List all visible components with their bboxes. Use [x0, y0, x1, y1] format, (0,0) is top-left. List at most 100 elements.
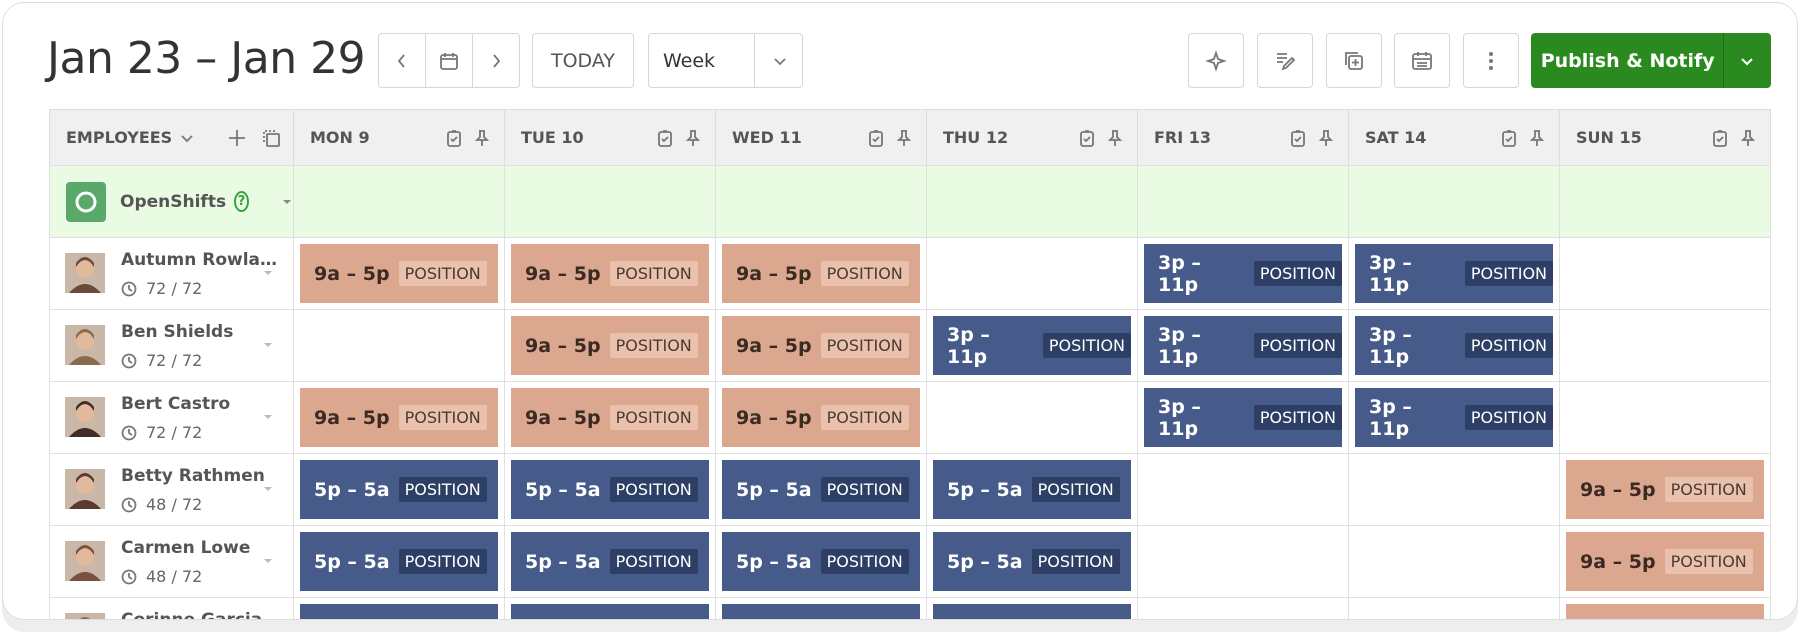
shift-time: 9a – 5p: [525, 262, 601, 285]
day-cell: 9a – 5p POSITION: [715, 237, 927, 310]
day-cell: 5p – 5a POSITION: [926, 453, 1138, 526]
today-button[interactable]: TODAY: [532, 33, 634, 88]
shift-block[interactable]: 9a – 5p POSITION: [722, 388, 920, 447]
employees-label: EMPLOYEES: [66, 128, 173, 147]
icon: [121, 353, 137, 369]
shift-block[interactable]: [933, 604, 1131, 619]
shift-time: 5p – 5a: [314, 478, 390, 501]
icon: [262, 555, 274, 567]
shift-block[interactable]: 5p – 5a POSITION: [722, 532, 920, 591]
day-cell: [926, 597, 1138, 619]
icon: [1105, 128, 1125, 148]
shift-block[interactable]: 3p – 11p POSITION: [933, 316, 1131, 375]
day-label: SUN 15: [1576, 128, 1642, 147]
shift-block[interactable]: 5p – 5a POSITION: [300, 532, 498, 591]
position-tag: POSITION: [398, 477, 487, 502]
publish-dropdown[interactable]: [1723, 33, 1770, 88]
day-header: SUN 15: [1559, 109, 1771, 166]
shift-block[interactable]: 3p – 11p POSITION: [1144, 244, 1342, 303]
shift-block[interactable]: 9a – 5p POSITION: [1566, 532, 1764, 591]
icon: [260, 127, 282, 149]
shift-block[interactable]: 9a – 5p POSITION: [511, 244, 709, 303]
shift-block[interactable]: 9a – 5p POSITION: [300, 244, 498, 303]
day-header: SAT 14: [1348, 109, 1560, 166]
employee-name: Bert Castro: [121, 394, 231, 414]
view-label: Week: [663, 49, 716, 72]
open-shift-slot: [293, 165, 505, 238]
shift-block[interactable]: 9a – 5p POSITION: [511, 388, 709, 447]
employee-hours: 72 / 72: [146, 279, 203, 298]
shift-block[interactable]: 9a – 5p POSITION: [511, 316, 709, 375]
shift-block[interactable]: [300, 604, 498, 619]
day-cell: 9a – 5p POSITION: [1559, 525, 1771, 598]
shift-block[interactable]: 5p – 5a POSITION: [933, 460, 1131, 519]
day-cell: 5p – 5a POSITION: [715, 525, 927, 598]
schedule-button[interactable]: [1394, 33, 1450, 88]
shift-block[interactable]: 9a – 5p POSITION: [1566, 460, 1764, 519]
shift-time: 9a – 5p: [314, 406, 390, 429]
view-dropdown[interactable]: [754, 34, 804, 87]
day-cell: 3p – 11p POSITION: [1348, 237, 1560, 310]
day-label: THU 12: [943, 128, 1009, 147]
shift-block[interactable]: 9a – 5p POSITION: [722, 316, 920, 375]
shift-time: 9a – 5p: [736, 334, 812, 357]
icon: [472, 128, 492, 148]
position-tag: POSITION: [398, 405, 487, 430]
icon: [121, 281, 137, 297]
shift-block[interactable]: [511, 604, 709, 619]
shift-block[interactable]: 9a – 5p POSITION: [722, 244, 920, 303]
open-shift-slot: [1137, 165, 1349, 238]
edit-button[interactable]: [1257, 33, 1313, 88]
shift-block[interactable]: 3p – 11p POSITION: [1355, 316, 1553, 375]
employee-hours: 72 / 72: [146, 351, 203, 370]
day-cell: 5p – 5a POSITION: [293, 453, 505, 526]
calendar-button[interactable]: [425, 33, 473, 88]
day-cell: 9a – 5p POSITION: [715, 381, 927, 454]
shift-time: 5p – 5a: [947, 478, 1023, 501]
shift-block[interactable]: [1566, 604, 1764, 619]
view-select[interactable]: Week: [648, 33, 803, 88]
employee-hours: 48 / 72: [146, 567, 203, 586]
shift-block[interactable]: 3p – 11p POSITION: [1355, 244, 1553, 303]
employee-hours: 72 / 72: [146, 423, 203, 442]
shift-block[interactable]: 5p – 5a POSITION: [511, 460, 709, 519]
position-tag: POSITION: [609, 477, 698, 502]
ai-button[interactable]: [1188, 33, 1244, 88]
icon: [65, 325, 105, 365]
day-cell: 9a – 5p POSITION: [293, 381, 505, 454]
copy-button[interactable]: [1326, 33, 1382, 88]
day-cell: 9a – 5p POSITION: [1559, 453, 1771, 526]
shift-block[interactable]: 3p – 11p POSITION: [1144, 388, 1342, 447]
shift-block[interactable]: 5p – 5a POSITION: [511, 532, 709, 591]
position-tag: POSITION: [820, 333, 909, 358]
day-cell: 5p – 5a POSITION: [504, 453, 716, 526]
shift-block[interactable]: 5p – 5a POSITION: [300, 460, 498, 519]
icon: [1316, 128, 1336, 148]
day-cell: 9a – 5p POSITION: [504, 309, 716, 382]
icon: [281, 196, 293, 208]
icon: [121, 425, 137, 441]
day-cell: 3p – 11p POSITION: [1137, 309, 1349, 382]
shift-block[interactable]: [722, 604, 920, 619]
employee-hours: 48 / 72: [146, 495, 203, 514]
shift-block[interactable]: 5p – 5a POSITION: [722, 460, 920, 519]
shift-block[interactable]: 3p – 11p POSITION: [1355, 388, 1553, 447]
icon: [66, 181, 106, 222]
position-tag: POSITION: [1253, 333, 1342, 358]
shift-time: 3p – 11p: [1158, 323, 1201, 368]
day-cell: [1559, 309, 1771, 382]
day-header: WED 11: [715, 109, 927, 166]
next-button[interactable]: [472, 33, 520, 88]
shift-block[interactable]: 5p – 5a POSITION: [933, 532, 1131, 591]
shift-time: 5p – 5a: [947, 550, 1023, 573]
shift-block[interactable]: 9a – 5p POSITION: [300, 388, 498, 447]
icon: [1710, 128, 1730, 148]
shift-block[interactable]: 3p – 11p POSITION: [1144, 316, 1342, 375]
publish-button[interactable]: Publish & Notify: [1531, 33, 1771, 88]
prev-button[interactable]: [378, 33, 426, 88]
open-shifts-cell: OpenShifts?: [49, 165, 294, 238]
icon: [894, 128, 914, 148]
icon: [1499, 128, 1519, 148]
position-tag: POSITION: [609, 405, 698, 430]
more-button[interactable]: [1463, 33, 1519, 88]
